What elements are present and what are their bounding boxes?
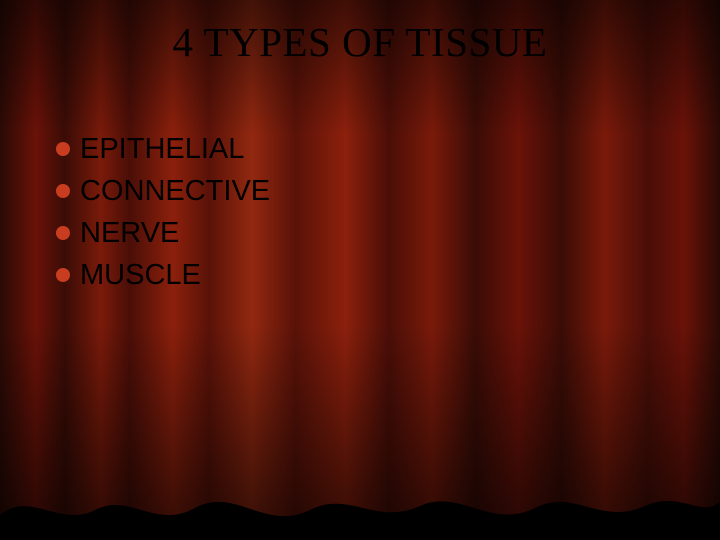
list-item: CONNECTIVE	[56, 170, 270, 212]
bullet-icon	[56, 268, 70, 282]
list-item-label: MUSCLE	[80, 261, 201, 290]
list-item: NERVE	[56, 212, 270, 254]
slide-title: 4 TYPES OF TISSUE	[173, 19, 548, 65]
slide: 4 TYPES OF TISSUE EPITHELIAL CONNECTIVE …	[0, 0, 720, 540]
title-container: 4 TYPES OF TISSUE	[0, 18, 720, 66]
bullet-icon	[56, 142, 70, 156]
list-item: EPITHELIAL	[56, 128, 270, 170]
bullet-list: EPITHELIAL CONNECTIVE NERVE MUSCLE	[56, 128, 270, 296]
list-item: MUSCLE	[56, 254, 270, 296]
wave-path	[0, 501, 720, 540]
bullet-icon	[56, 184, 70, 198]
list-item-label: EPITHELIAL	[80, 135, 244, 164]
curtain-bottom-silhouette	[0, 460, 720, 540]
list-item-label: NERVE	[80, 219, 179, 248]
list-item-label: CONNECTIVE	[80, 177, 270, 206]
bullet-icon	[56, 226, 70, 240]
